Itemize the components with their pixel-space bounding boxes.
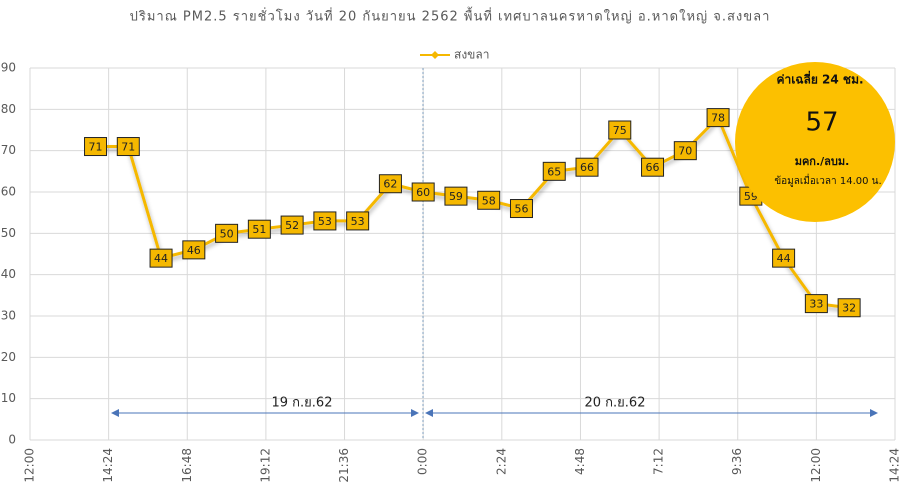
x-tick-label: 14:24 <box>101 448 115 483</box>
x-tick-label: 12:00 <box>23 448 37 483</box>
y-tick-label: 0 <box>8 433 16 447</box>
data-label-box <box>84 137 108 157</box>
data-label: 70 <box>678 145 692 158</box>
y-tick-label: 40 <box>1 267 16 281</box>
legend-marker <box>431 51 439 59</box>
y-tick-label: 70 <box>1 143 16 157</box>
data-label: 44 <box>777 252 791 265</box>
data-label-box <box>149 248 173 268</box>
legend-label: สงขลา <box>454 48 489 62</box>
data-label: 66 <box>646 161 660 174</box>
data-label-box <box>116 137 140 157</box>
data-label-box <box>411 182 435 202</box>
y-tick-label: 50 <box>1 226 16 240</box>
average-value: 57 <box>805 108 838 138</box>
data-label-box <box>673 141 697 161</box>
x-tick-label: 7:12 <box>652 448 666 475</box>
data-label: 33 <box>809 298 823 311</box>
data-label-box <box>215 223 239 243</box>
data-label-box <box>378 174 402 194</box>
data-label: 44 <box>154 252 168 265</box>
y-tick-label: 10 <box>1 391 16 405</box>
x-tick-label: 9:36 <box>730 448 744 475</box>
data-label: 65 <box>547 165 561 178</box>
data-label-box <box>247 219 271 239</box>
x-tick-label: 16:48 <box>180 448 194 483</box>
data-label-box <box>608 120 632 140</box>
average-title: ค่าเฉลี่ย 24 ชม. <box>776 71 863 87</box>
data-label: 75 <box>613 124 627 137</box>
data-label: 51 <box>252 223 266 236</box>
average-circle <box>735 62 895 222</box>
x-tick-label: 21:36 <box>337 448 351 483</box>
data-label: 58 <box>482 194 496 207</box>
x-tick-label: 0:00 <box>416 448 430 475</box>
data-label: 53 <box>351 215 365 228</box>
data-label-box <box>575 157 599 177</box>
data-label-box <box>837 298 861 318</box>
data-label-box <box>444 186 468 206</box>
day2-label: 20 ก.ย.62 <box>585 396 646 411</box>
chart-title: ปริมาณ PM2.5 รายชั่วโมง วันที่ 20 กันยาย… <box>130 7 771 25</box>
data-label: 71 <box>89 141 103 154</box>
y-tick-label: 60 <box>1 185 16 199</box>
average-unit: มคก./ลบม. <box>795 155 850 168</box>
y-tick-label: 90 <box>1 61 16 75</box>
data-label: 32 <box>842 302 856 315</box>
data-label: 71 <box>121 141 135 154</box>
data-label-box <box>313 211 337 231</box>
x-tick-label: 14:24 <box>888 448 900 483</box>
y-tick-label: 20 <box>1 350 16 364</box>
data-label-box <box>706 108 730 128</box>
data-label: 60 <box>416 186 430 199</box>
data-label-box <box>346 211 370 231</box>
x-tick-label: 19:12 <box>258 448 272 483</box>
data-label-box <box>477 190 501 210</box>
data-label-box <box>641 157 665 177</box>
data-label: 59 <box>449 190 463 203</box>
data-label: 66 <box>580 161 594 174</box>
average-callout: ค่าเฉลี่ย 24 ชม. 57 มคก./ลบม. ข้อมูลเมื่… <box>735 62 895 222</box>
data-label: 62 <box>383 178 397 191</box>
data-label: 50 <box>220 227 234 240</box>
y-tick-label: 30 <box>1 309 16 323</box>
x-tick-label: 2:24 <box>494 448 508 475</box>
average-note: ข้อมูลเมื่อเวลา 14.00 น. <box>774 173 881 187</box>
data-label: 46 <box>187 244 201 257</box>
data-label: 53 <box>318 215 332 228</box>
data-label-box <box>804 294 828 314</box>
data-label: 52 <box>285 219 299 232</box>
data-label-box <box>280 215 304 235</box>
x-tick-label: 12:00 <box>809 448 823 483</box>
data-label-box <box>772 248 796 268</box>
data-label: 56 <box>514 203 528 216</box>
data-label-box <box>509 199 533 219</box>
day1-label: 19 ก.ย.62 <box>272 396 333 411</box>
y-tick-label: 80 <box>1 102 16 116</box>
data-label-box <box>182 240 206 260</box>
x-tick-label: 4:48 <box>573 448 587 475</box>
legend: สงขลา <box>420 48 489 62</box>
data-label-box <box>542 161 566 181</box>
data-label: 78 <box>711 112 725 125</box>
